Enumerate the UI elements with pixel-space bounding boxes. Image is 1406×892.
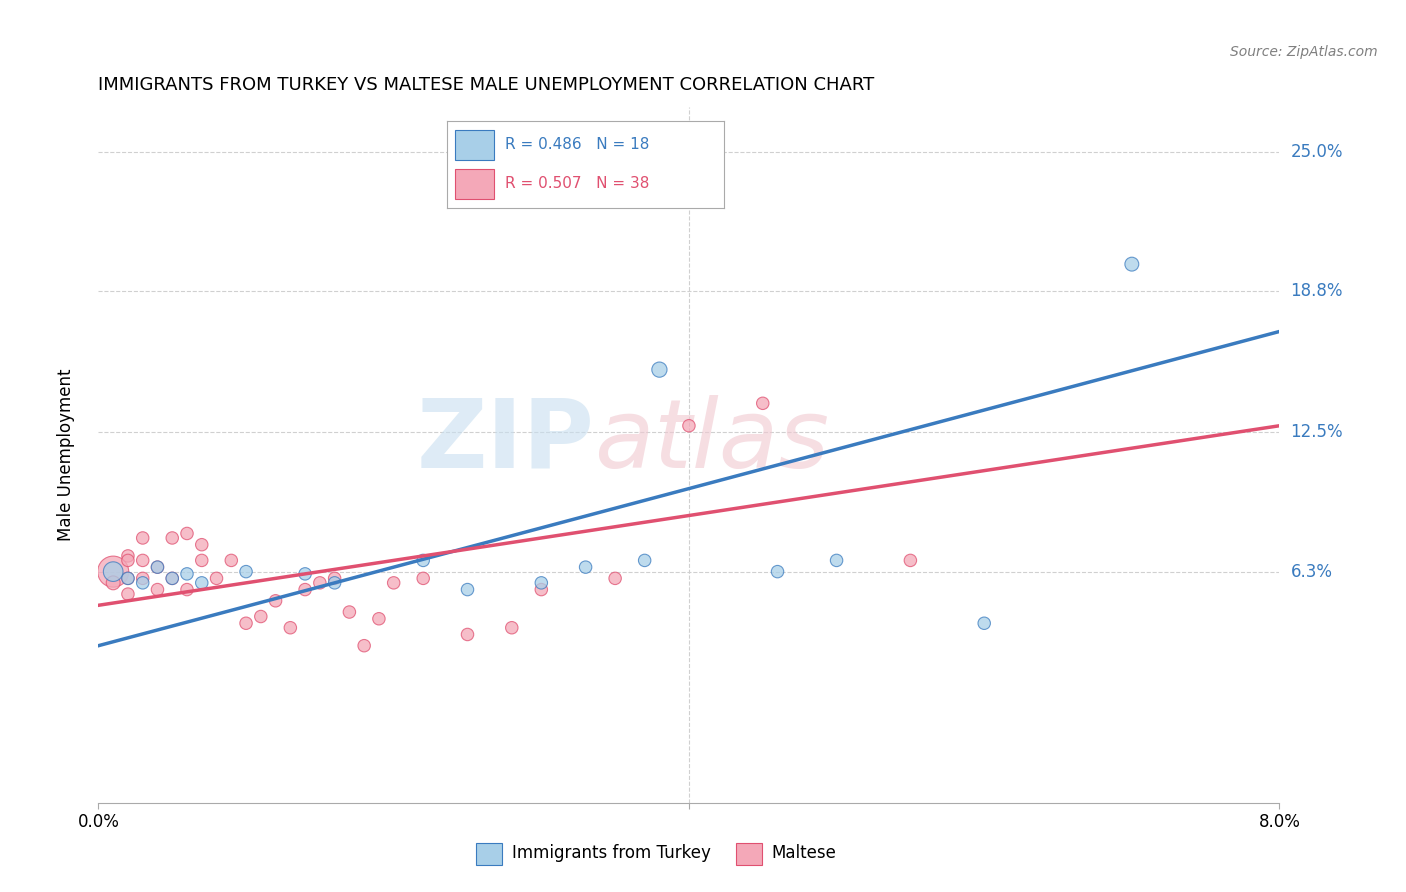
Text: ZIP: ZIP <box>416 394 595 488</box>
Point <box>309 575 332 590</box>
Point <box>162 571 183 585</box>
Point <box>412 553 434 567</box>
Point <box>117 553 139 567</box>
Text: 6.3%: 6.3% <box>1291 563 1333 581</box>
Text: 25.0%: 25.0% <box>1291 143 1343 161</box>
Point <box>103 565 125 579</box>
Point <box>382 575 405 590</box>
Point <box>457 627 479 641</box>
Text: Maltese: Maltese <box>772 844 837 862</box>
Point <box>530 582 553 597</box>
Point <box>103 565 125 579</box>
Point <box>353 639 375 653</box>
FancyBboxPatch shape <box>477 843 502 865</box>
Point <box>162 571 183 585</box>
Point <box>294 582 316 597</box>
Point <box>339 605 361 619</box>
Point <box>766 565 789 579</box>
Point <box>900 553 922 567</box>
Point <box>250 609 273 624</box>
Text: 12.5%: 12.5% <box>1291 424 1343 442</box>
Text: atlas: atlas <box>595 394 830 488</box>
Point <box>191 538 214 552</box>
Point <box>176 582 198 597</box>
Point <box>752 396 775 410</box>
Point <box>103 575 125 590</box>
Point <box>132 575 155 590</box>
Point <box>634 553 657 567</box>
Point <box>132 571 155 585</box>
Point <box>191 575 214 590</box>
Point <box>162 531 183 545</box>
Point <box>973 616 995 631</box>
Point <box>678 418 700 433</box>
Point <box>1121 257 1143 271</box>
Point <box>530 575 553 590</box>
Point <box>648 362 671 376</box>
Point <box>412 571 434 585</box>
Text: Immigrants from Turkey: Immigrants from Turkey <box>512 844 710 862</box>
FancyBboxPatch shape <box>737 843 762 865</box>
Point <box>280 621 302 635</box>
Point <box>264 594 287 608</box>
Point <box>146 582 169 597</box>
Point <box>235 616 257 631</box>
Point <box>457 582 479 597</box>
Point <box>323 571 346 585</box>
Point <box>117 571 139 585</box>
Point <box>605 571 627 585</box>
Point <box>146 560 169 574</box>
Y-axis label: Male Unemployment: Male Unemployment <box>56 368 75 541</box>
Point <box>191 553 214 567</box>
Text: Source: ZipAtlas.com: Source: ZipAtlas.com <box>1230 45 1378 59</box>
Point <box>117 571 139 585</box>
Point <box>575 560 598 574</box>
Point <box>294 566 316 581</box>
Point <box>221 553 243 567</box>
Point <box>501 621 523 635</box>
Point <box>176 566 198 581</box>
Point <box>205 571 228 585</box>
Point <box>368 612 391 626</box>
Point <box>235 565 257 579</box>
Point <box>132 531 155 545</box>
Point <box>117 587 139 601</box>
Text: 18.8%: 18.8% <box>1291 282 1343 300</box>
Point <box>176 526 198 541</box>
Point <box>146 560 169 574</box>
Text: IMMIGRANTS FROM TURKEY VS MALTESE MALE UNEMPLOYMENT CORRELATION CHART: IMMIGRANTS FROM TURKEY VS MALTESE MALE U… <box>98 77 875 95</box>
Point <box>825 553 848 567</box>
Point <box>117 549 139 563</box>
Point <box>132 553 155 567</box>
Point <box>323 575 346 590</box>
